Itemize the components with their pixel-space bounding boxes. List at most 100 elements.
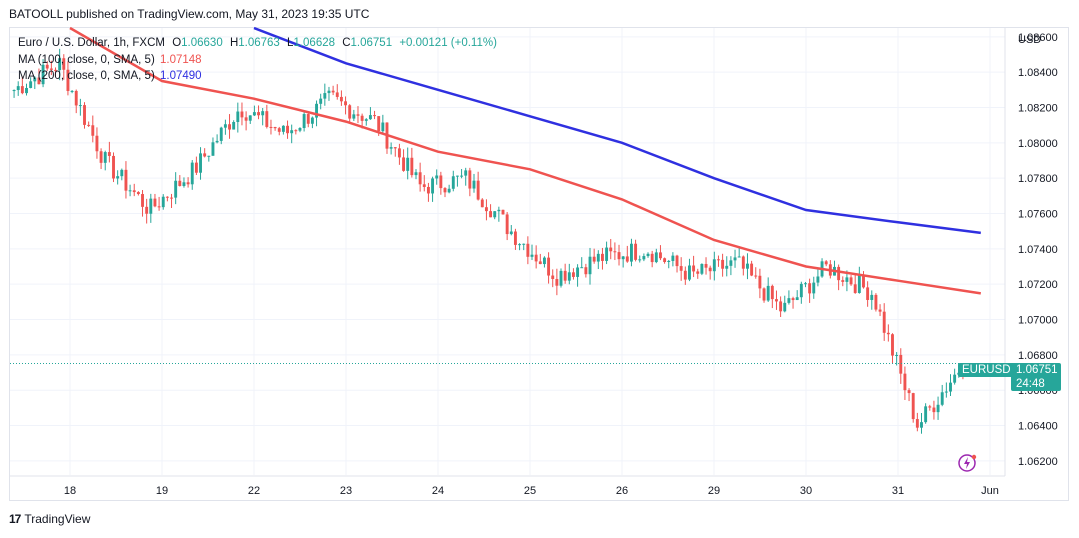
y-tick-label: 1.06800 xyxy=(1018,350,1058,362)
candle-body xyxy=(232,122,236,130)
candle-body xyxy=(236,111,240,123)
candle-body xyxy=(895,354,899,356)
candle-body xyxy=(136,192,140,195)
candle-body xyxy=(924,406,928,423)
y-tick-label: 1.07200 xyxy=(1018,279,1058,291)
candle-body xyxy=(20,86,24,94)
candle-body xyxy=(629,243,633,262)
candle-body xyxy=(804,283,807,285)
candle-body xyxy=(634,243,638,260)
candle-body xyxy=(294,130,298,132)
candle-body xyxy=(62,58,66,70)
lightning-icon[interactable] xyxy=(957,453,977,473)
candle-body xyxy=(480,199,484,208)
candle-body xyxy=(464,170,468,176)
y-tick-label: 1.07600 xyxy=(1018,209,1058,221)
candle-body xyxy=(654,252,658,263)
candle-body xyxy=(717,259,720,261)
candle-body xyxy=(588,256,592,275)
candle-body xyxy=(257,112,260,116)
low-label: L xyxy=(287,37,294,49)
candle-body xyxy=(435,175,439,179)
candle-body xyxy=(746,263,749,269)
candle-body xyxy=(625,256,629,262)
candle-body xyxy=(787,298,791,303)
candle-body xyxy=(261,111,265,116)
footer-brand[interactable]: 17 TradingView xyxy=(9,512,90,526)
candle-body xyxy=(319,98,323,104)
candle-body xyxy=(704,263,708,268)
candle-body xyxy=(733,257,737,261)
y-tick-label: 1.08400 xyxy=(1018,67,1058,79)
candle-body xyxy=(758,275,762,289)
candle-body xyxy=(683,270,687,280)
candle-body xyxy=(795,297,799,301)
candle-body xyxy=(323,93,327,99)
candle-body xyxy=(940,392,944,405)
candle-body xyxy=(74,90,78,106)
candle-body xyxy=(663,258,667,262)
candle-body xyxy=(584,267,588,275)
candle-body xyxy=(874,294,878,310)
x-tick-label: 30 xyxy=(800,485,812,497)
candle-body xyxy=(286,125,289,134)
x-tick-label: 19 xyxy=(156,485,168,497)
candle-body xyxy=(638,259,642,261)
legend-ma100-row[interactable]: MA (100, close, 0, SMA, 5) 1.07148 xyxy=(18,52,497,69)
legend-ma200-row[interactable]: MA (200, close, 0, SMA, 5) 1.07490 xyxy=(18,68,497,85)
candle-body xyxy=(911,393,915,420)
candle-body xyxy=(443,188,447,193)
x-tick-label: 26 xyxy=(616,485,628,497)
candle-body xyxy=(741,256,745,269)
candle-body xyxy=(559,270,563,286)
candle-body xyxy=(849,277,853,285)
candle-body xyxy=(766,285,770,301)
candle-body xyxy=(567,272,571,281)
candle-body xyxy=(936,404,940,413)
candle-body xyxy=(149,198,153,214)
high-label: H xyxy=(229,37,239,49)
x-tick-label: 23 xyxy=(340,485,352,497)
symbol-label[interactable]: Euro / U.S. Dollar, 1h, FXCM xyxy=(18,37,165,49)
candle-body xyxy=(621,256,625,260)
candle-body xyxy=(219,127,223,141)
y-tick-label: 1.07800 xyxy=(1018,173,1058,185)
candle-body xyxy=(348,105,352,119)
candle-body xyxy=(808,283,812,294)
candle-body xyxy=(799,283,803,298)
candle-body xyxy=(364,119,368,121)
candle-body xyxy=(223,124,227,128)
candle-body xyxy=(455,175,459,177)
candle-body xyxy=(290,130,294,134)
chart-frame[interactable] xyxy=(9,27,1069,501)
legend-ohlc-row: Euro / U.S. Dollar, 1h, FXCM O1.06630 H1… xyxy=(18,35,497,52)
candle-body xyxy=(87,124,91,126)
candle-body xyxy=(712,259,716,272)
close-value: 1.06751 xyxy=(350,37,393,49)
candle-body xyxy=(265,111,269,127)
time-axis: 18 19 22 23 24 25 26 29 30 31 Jun xyxy=(10,475,1005,497)
candle-body xyxy=(551,275,555,279)
candle-body xyxy=(501,209,505,215)
candle-body xyxy=(600,253,604,261)
moving-average-lines xyxy=(10,26,1005,365)
currency-label[interactable]: USD xyxy=(1018,34,1042,46)
candle-body xyxy=(194,162,198,173)
candle-body xyxy=(642,256,646,260)
candle-body xyxy=(331,90,335,93)
candle-body xyxy=(402,157,406,171)
candle-body xyxy=(497,209,501,212)
candle-body xyxy=(692,265,696,272)
candle-body xyxy=(447,188,451,193)
candle-body xyxy=(116,176,120,179)
low-value: 1.06628 xyxy=(293,37,336,49)
candle-body xyxy=(679,266,683,271)
candle-body xyxy=(783,302,787,312)
candle-body xyxy=(70,90,74,92)
candle-body xyxy=(41,64,45,85)
candle-body xyxy=(141,194,144,207)
candle-body xyxy=(228,124,231,130)
candle-body xyxy=(186,182,190,185)
candle-body xyxy=(16,86,20,91)
